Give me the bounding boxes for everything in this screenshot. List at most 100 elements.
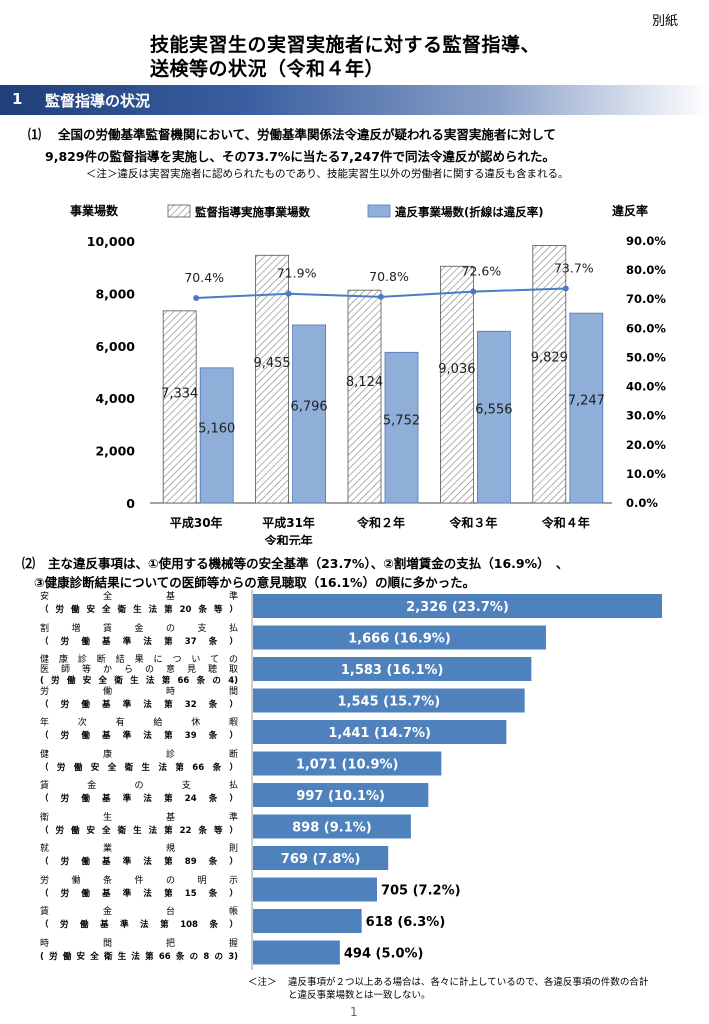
legend-inspected-label: 監督指導実施事業場数 bbox=[195, 205, 310, 219]
violation-item-law: （労働安全衛生法第20条等） bbox=[40, 605, 238, 615]
violation-item-name: 衛生基準 bbox=[40, 812, 238, 823]
category-label: 平成31年 bbox=[262, 515, 315, 530]
violation-item-value: 705 (7.2%) bbox=[381, 884, 461, 899]
hbar-note-head: ＜注＞ bbox=[248, 977, 277, 988]
rate-value-label: 70.4% bbox=[184, 270, 224, 285]
violation-item-law: (労働安全衛生法第66条の8の3) bbox=[40, 951, 238, 962]
violation-item-bar bbox=[253, 846, 389, 870]
inspected-value-label: 7,334 bbox=[161, 386, 198, 401]
y-right-title: 違反率 bbox=[612, 203, 648, 218]
y-right-tick: 50.0% bbox=[626, 350, 666, 364]
violation-item-value: 1,441 (14.7%) bbox=[328, 726, 431, 741]
violation-item-law: (労働安全衛生法第66条の4) bbox=[40, 676, 238, 686]
y-right-tick: 70.0% bbox=[626, 292, 666, 306]
rate-value-label: 71.9% bbox=[277, 266, 317, 281]
violation-item-value: 1,583 (16.1%) bbox=[341, 663, 444, 678]
violation-item-bar bbox=[253, 751, 442, 776]
violation-item-bar bbox=[253, 594, 662, 618]
violation-items-chart: 2,326 (23.7%) 1,666 (16.9%) 1,583 (16.1%) 1… bbox=[251, 590, 662, 970]
para2-line1: 主な違反事項は、①使用する機械等の安全基準（23.7%）、②割増賃金の支払（16… bbox=[48, 556, 569, 571]
rate-point bbox=[378, 293, 384, 300]
violation-item-name: 労働条件の明示 bbox=[40, 875, 238, 886]
rate-point bbox=[470, 288, 477, 295]
rate-point bbox=[193, 295, 200, 302]
violation-item-law: （労働基準法第108条） bbox=[40, 920, 238, 930]
y-left-tick: 8,000 bbox=[95, 286, 135, 301]
rate-value-label: 72.6% bbox=[462, 264, 502, 279]
legend-violation-swatch bbox=[367, 204, 391, 218]
violation-item-name: 労働時間 bbox=[40, 686, 238, 697]
page-title-line2: 送検等の状況（令和４年） bbox=[150, 58, 385, 80]
section-number: 1 bbox=[12, 90, 23, 108]
violation-item-law: （労働基準法第39条） bbox=[40, 731, 238, 741]
violation-item-bar bbox=[253, 688, 525, 713]
violation-item-value: 997 (10.1%) bbox=[296, 789, 385, 804]
page-title-line1: 技能実習生の実習実施者に対する監督指導、 bbox=[150, 34, 541, 56]
inspected-bar bbox=[347, 289, 382, 504]
violation-item-law: （労働安全衛生法第22条等） bbox=[40, 825, 238, 836]
violation-item-value: 1,545 (15.7%) bbox=[338, 695, 441, 710]
y-right-tick: 90.0% bbox=[626, 234, 666, 248]
annex-label: 別紙 bbox=[652, 14, 679, 29]
y-right-tick: 80.0% bbox=[626, 263, 666, 277]
violation-item-name: 割増賃金の支払 bbox=[40, 623, 238, 634]
violation-item-law: （労働基準法第32条） bbox=[40, 699, 238, 710]
category-label-line2: 令和元年 bbox=[264, 533, 313, 545]
violation-item-bar bbox=[253, 877, 377, 902]
category-label: 令和４年 bbox=[541, 515, 590, 530]
violation-value-label: 6,556 bbox=[475, 403, 512, 418]
violation-item-name: 時間把握 bbox=[40, 938, 238, 949]
violation-item-bar bbox=[253, 783, 429, 807]
para1-line2: 9,829件の監督指導を実施し、その73.7%に当たる7,247件で同法令違反が… bbox=[45, 149, 555, 164]
y-right-tick: 10.0% bbox=[626, 467, 666, 481]
violation-item-law: （労働基準法第24条） bbox=[40, 794, 238, 804]
violation-bar bbox=[199, 367, 234, 504]
legend-violation-label: 違反事業場数(折線は違反率) bbox=[395, 205, 544, 219]
violation-item-name-line2: 医師等からの意見聴取 bbox=[40, 665, 238, 675]
para1-note: ＜注＞違反は実習実施者に認められたものであり、技能実習生以外の労働者に関する違反… bbox=[86, 168, 569, 180]
y-left-tick: 10,000 bbox=[87, 234, 136, 249]
inspected-value-label: 9,829 bbox=[531, 350, 568, 365]
violation-item-bar bbox=[253, 657, 532, 681]
violation-item-bar bbox=[253, 909, 362, 933]
para1-line1: 全国の労働基準監督機関において、労働基準関係法令違反が疑われる実習実施者に対して bbox=[58, 127, 557, 142]
inspected-bar bbox=[532, 245, 567, 504]
violation-item-name: 健康診断 bbox=[40, 749, 238, 760]
y-left-tick: 4,000 bbox=[95, 391, 135, 406]
para1-marker: ⑴ bbox=[28, 128, 42, 143]
legend-inspected-swatch bbox=[167, 204, 191, 218]
violation-item-name: 賃金台帳 bbox=[40, 907, 238, 917]
y-right-tick: 20.0% bbox=[626, 438, 666, 452]
rate-value-label: 70.8% bbox=[369, 269, 409, 284]
violation-item-value: 769 (7.8%) bbox=[281, 852, 361, 867]
inspected-bar bbox=[439, 265, 474, 504]
category-label: 令和２年 bbox=[356, 515, 405, 530]
violation-item-bar bbox=[253, 720, 507, 744]
rate-value-label: 73.7% bbox=[554, 260, 594, 275]
violation-item-law: （労働基準法第89条） bbox=[40, 857, 238, 867]
violation-item-name: 年次有給休暇 bbox=[40, 718, 238, 728]
y-right-tick: 30.0% bbox=[626, 409, 666, 423]
y-right-tick: 40.0% bbox=[626, 380, 666, 394]
inspected-bar bbox=[255, 254, 290, 504]
inspected-bar bbox=[162, 310, 197, 504]
violation-value-label: 6,796 bbox=[290, 399, 327, 414]
violation-item-bar bbox=[253, 814, 411, 839]
violation-item-value: 494 (5.0%) bbox=[344, 947, 424, 962]
y-left-title: 事業場数 bbox=[70, 203, 119, 218]
y-right-tick: 60.0% bbox=[626, 321, 666, 335]
inspected-value-label: 9,455 bbox=[253, 356, 290, 371]
hbar-note-line2: と違反事業場数とは一致しない。 bbox=[288, 990, 431, 1001]
violation-item-bar bbox=[253, 625, 546, 650]
violation-item-value: 1,071 (10.9%) bbox=[296, 758, 399, 773]
violation-category-labels: 安全基準 （労働安全衛生法第20条等） 割増賃金の支払 （労働基準法第37条） 健康診断… bbox=[0, 590, 245, 990]
violation-bar bbox=[569, 312, 604, 504]
violation-bar bbox=[384, 351, 419, 504]
section-title: 監督指導の状況 bbox=[45, 92, 151, 110]
violation-item-name: 安全基準 bbox=[40, 592, 238, 602]
violation-value-label: 5,160 bbox=[198, 422, 235, 437]
violation-item-value: 1,666 (16.9%) bbox=[348, 632, 451, 647]
violation-item-name: 健康診断結果についての bbox=[40, 655, 238, 665]
category-label: 平成30年 bbox=[170, 515, 223, 530]
violation-item-name: 賃金の支払 bbox=[40, 781, 238, 791]
